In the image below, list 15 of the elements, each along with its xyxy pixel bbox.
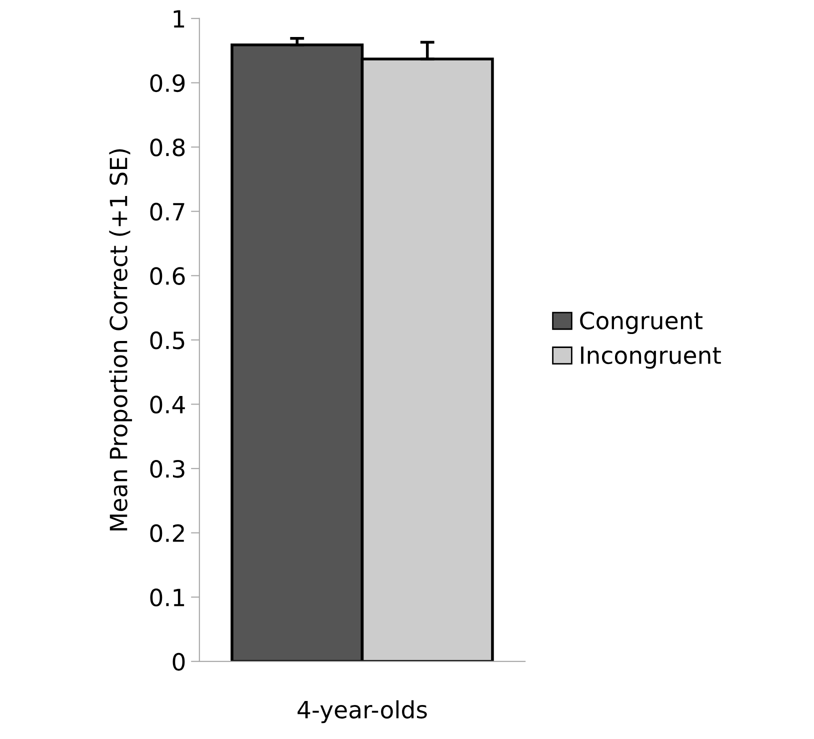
- y-tick-label: 0.1: [150, 588, 184, 606]
- y-tick-label: 0.4: [150, 396, 185, 414]
- y-tick-label: 0.7: [150, 202, 184, 221]
- y-tick-label: 0.9: [150, 74, 185, 92]
- x-tick-label: 4-year-olds: [298, 700, 427, 724]
- y-tick-label: 0.2: [150, 524, 184, 542]
- y-tick-label: 1: [174, 10, 184, 28]
- legend-label: Congruent: [580, 312, 703, 334]
- y-tick-label: 0.3: [150, 460, 184, 478]
- y-tick-label: 0.8: [150, 138, 185, 156]
- y-tick-label: 0: [172, 652, 185, 671]
- legend-label: Incongruent: [581, 346, 721, 369]
- y-axis-title: Mean Proportion Correct (+1 SE): [109, 149, 132, 530]
- y-tick-label: 0.6: [150, 267, 185, 285]
- y-tick-label: 0.5: [150, 331, 184, 350]
